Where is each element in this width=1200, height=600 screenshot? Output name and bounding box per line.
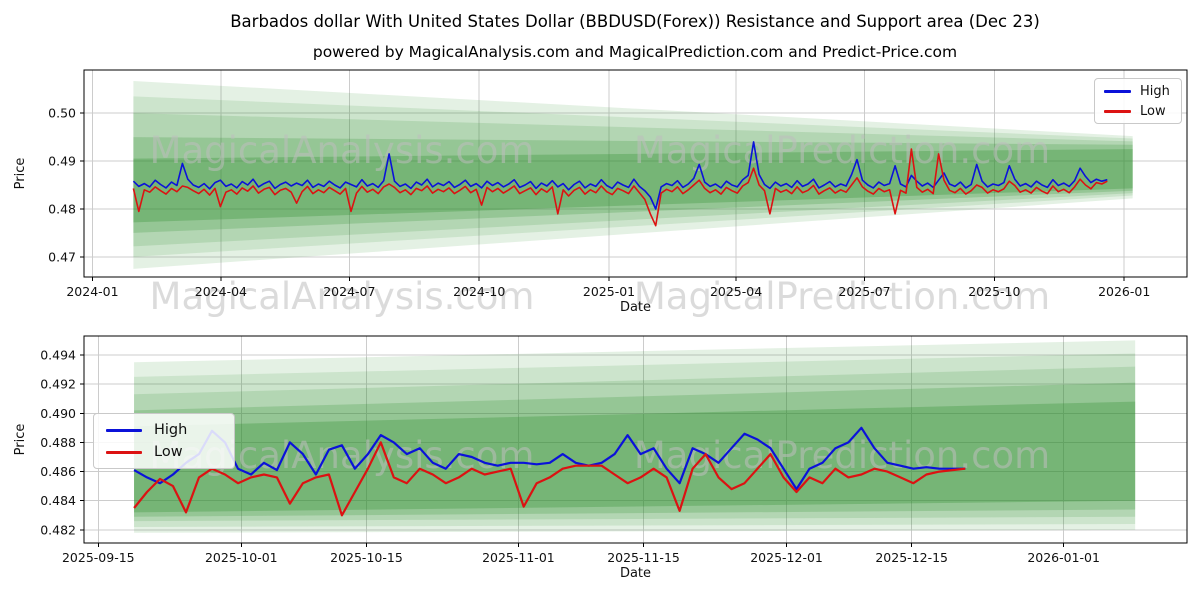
svg-text:2026-01: 2026-01 [1098,284,1150,299]
legend-item-low: Low [106,444,222,460]
legend-bottom-chart: High Low [93,413,235,469]
svg-text:2024-07: 2024-07 [323,284,375,299]
svg-text:0.494: 0.494 [40,347,76,362]
legend-label-low: Low [1140,103,1166,119]
svg-text:2024-04: 2024-04 [195,284,247,299]
legend-item-low: Low [1104,104,1172,119]
svg-text:0.486: 0.486 [40,464,76,479]
svg-text:MagicalPrediction.com: MagicalPrediction.com [634,129,1050,172]
low-line-swatch-icon [1104,109,1131,113]
chart-title: Barbados dollar With United States Dolla… [230,12,1040,31]
svg-text:2024-01: 2024-01 [66,284,118,299]
svg-text:MagicalAnalysis.com: MagicalAnalysis.com [150,275,535,318]
svg-text:2025-11-01: 2025-11-01 [482,550,555,565]
svg-text:2025-01: 2025-01 [583,284,635,299]
svg-text:MagicalPrediction.com: MagicalPrediction.com [634,275,1050,318]
svg-text:2026-01-01: 2026-01-01 [1027,550,1100,565]
legend-label-high: High [154,422,188,438]
svg-text:2025-12-15: 2025-12-15 [875,550,948,565]
svg-text:0.482: 0.482 [40,522,76,537]
svg-text:0.488: 0.488 [40,435,76,450]
legend-label-low: Low [154,444,183,460]
svg-text:2025-12-01: 2025-12-01 [750,550,823,565]
svg-text:2025-10: 2025-10 [968,284,1020,299]
low-line-swatch-icon [106,450,142,454]
chart-subtitle: powered by MagicalAnalysis.com and Magic… [312,43,958,61]
high-line-swatch-icon [106,428,142,432]
svg-text:Date: Date [620,566,651,581]
legend-item-high: High [106,422,222,438]
svg-text:0.49: 0.49 [48,154,76,169]
svg-text:2024-10: 2024-10 [453,284,505,299]
svg-text:Date: Date [620,300,651,315]
legend-item-high: High [1104,84,1172,99]
svg-text:0.50: 0.50 [48,106,76,121]
svg-text:Price: Price [13,424,28,456]
svg-text:2025-10-01: 2025-10-01 [205,550,278,565]
svg-text:0.484: 0.484 [40,493,76,508]
svg-text:0.492: 0.492 [40,377,76,392]
svg-text:2025-04: 2025-04 [710,284,762,299]
svg-text:2025-09-15: 2025-09-15 [62,550,135,565]
svg-text:0.490: 0.490 [40,406,76,421]
svg-text:0.48: 0.48 [48,201,76,216]
svg-text:2025-07: 2025-07 [838,284,890,299]
svg-text:Price: Price [13,158,28,190]
svg-text:0.47: 0.47 [48,249,76,264]
svg-text:MagicalAnalysis.com: MagicalAnalysis.com [150,129,535,172]
legend-label-high: High [1140,83,1170,99]
high-line-swatch-icon [1104,89,1131,93]
legend-top-chart: High Low [1094,78,1182,124]
svg-text:MagicalPrediction.com: MagicalPrediction.com [634,434,1050,477]
svg-text:2025-10-15: 2025-10-15 [330,550,403,565]
svg-text:2025-11-15: 2025-11-15 [607,550,680,565]
